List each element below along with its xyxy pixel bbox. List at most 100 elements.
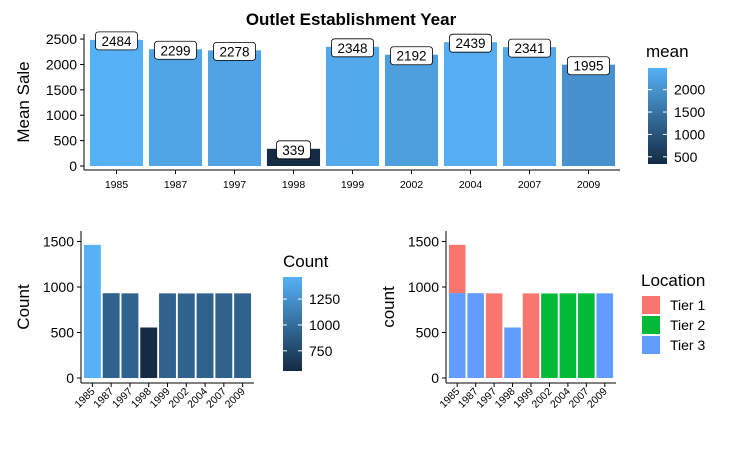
x-tick-1998: 1998 <box>282 179 306 191</box>
count-legend: Count 750 1000 1250 <box>283 252 340 371</box>
bar-1997-tier-1 <box>485 293 503 378</box>
bar-1987 <box>148 49 203 166</box>
x-tick-1987: 1987 <box>164 179 188 191</box>
mean-legend-colorbar <box>648 68 667 164</box>
bar-2004-tier-2 <box>559 293 577 378</box>
count-y-axis-title: Count <box>14 284 33 330</box>
mean-sale-bars <box>89 39 616 167</box>
y-tick-1000: 1000 <box>43 279 74 295</box>
data-label-box-2009 <box>567 56 610 76</box>
data-label-2009: 1995 <box>573 59 603 74</box>
bar-1999 <box>325 46 380 166</box>
data-label-1999: 2348 <box>337 41 367 56</box>
bar-2007 <box>502 47 557 166</box>
bar-2009-tier-3 <box>596 293 614 378</box>
data-label-box-1999 <box>331 38 374 58</box>
legend-label-tier-2: Tier 2 <box>670 317 705 333</box>
legend-tick-500: 500 <box>674 149 698 165</box>
bar-2007-tier-2 <box>578 293 595 378</box>
bar-2004 <box>196 293 214 378</box>
bar-2002-tier-2 <box>541 293 558 378</box>
bar-2002 <box>384 54 439 166</box>
legend-tick-2000: 2000 <box>674 82 705 98</box>
y-tick-0: 0 <box>69 158 77 174</box>
data-label-2002: 2192 <box>396 49 426 64</box>
x-tick-2007: 2007 <box>204 386 229 411</box>
x-tick-1999: 1999 <box>341 179 365 191</box>
data-label-box-1985 <box>95 31 138 51</box>
bar-2009 <box>234 293 252 378</box>
legend-tick-1250: 1250 <box>309 291 340 307</box>
x-tick-1997: 1997 <box>223 179 247 191</box>
data-label-box-2007 <box>508 38 551 58</box>
data-label-1985: 2484 <box>101 34 132 49</box>
legend-swatch-tier-3 <box>642 336 660 354</box>
y-tick-1000: 1000 <box>46 107 77 123</box>
data-label-box-1997 <box>213 41 256 61</box>
y-tick-0: 0 <box>431 370 439 386</box>
bar-2007 <box>215 293 233 378</box>
bar-1999-tier-1 <box>522 293 540 378</box>
bar-1985 <box>89 39 144 166</box>
legend-tick-750: 750 <box>309 343 333 359</box>
legend-tick-1000: 1000 <box>674 126 705 142</box>
bar-1987 <box>102 293 120 378</box>
bar-1997 <box>207 50 262 167</box>
mean-legend: mean 500 1000 1500 2000 <box>646 42 705 165</box>
x-tick-2009: 2009 <box>577 179 601 191</box>
mean-sale-chart: 2484 2299 2278 339 2348 2192 2439 2341 1995 0 500… <box>14 31 705 191</box>
bar-2004 <box>443 42 498 167</box>
location-count-y-axis-title: count <box>379 286 398 328</box>
x-tick-2004: 2004 <box>459 179 483 191</box>
x-tick-1999: 1999 <box>148 386 173 411</box>
legend-label-tier-1: Tier 1 <box>670 297 705 313</box>
y-tick-1000: 1000 <box>408 279 439 295</box>
y-tick-500: 500 <box>416 325 440 341</box>
x-tick-2009: 2009 <box>223 386 248 411</box>
mean-legend-ticks: 500 1000 1500 2000 <box>648 82 705 165</box>
count-legend-colorbar <box>283 277 302 371</box>
legend-swatch-tier-1 <box>642 296 660 314</box>
y-tick-2500: 2500 <box>46 31 77 47</box>
x-tick-1998: 1998 <box>129 386 154 411</box>
bar-1985-tier-3 <box>448 293 466 378</box>
count-legend-ticks: 750 1000 1250 <box>283 291 340 359</box>
y-tick-500: 500 <box>51 325 75 341</box>
bar-2002 <box>177 293 195 378</box>
data-label-box-2004 <box>449 33 492 53</box>
location-legend-items: Tier 1 Tier 2 Tier 3 <box>642 296 705 354</box>
data-label-2004: 2439 <box>455 36 485 51</box>
x-tick-2002: 2002 <box>400 179 424 191</box>
y-tick-1500: 1500 <box>43 234 74 250</box>
count-bars <box>83 244 252 378</box>
data-label-1997: 2278 <box>219 44 249 59</box>
location-count-y-ticks: 0 500 1000 1500 <box>408 234 446 386</box>
x-tick-2007: 2007 <box>518 179 542 191</box>
x-tick-1997: 1997 <box>110 386 135 411</box>
data-label-box-1987 <box>154 40 197 60</box>
bar-1987-tier-3 <box>467 293 484 378</box>
data-label-1987: 2299 <box>160 43 190 58</box>
y-tick-2000: 2000 <box>46 56 77 72</box>
location-legend-title: Location <box>641 271 705 290</box>
x-tick-2004: 2004 <box>185 386 210 411</box>
location-count-bars <box>448 244 614 378</box>
bar-1998 <box>140 327 158 378</box>
main-title: Outlet Establishment Year <box>246 10 457 29</box>
data-label-box-2002 <box>390 46 433 66</box>
data-label-box-1998 <box>276 140 311 160</box>
bar-1997 <box>121 293 139 378</box>
y-tick-1500: 1500 <box>408 234 439 250</box>
y-tick-500: 500 <box>54 133 78 149</box>
x-tick-1987: 1987 <box>91 386 116 411</box>
mean-sale-x-ticks: 1985 1987 1997 1998 1999 2002 2004 2007 2009 <box>105 170 601 191</box>
mean-sale-data-labels: 2484 2299 2278 339 2348 2192 2439 2341 1995 <box>95 31 610 160</box>
x-tick-1985: 1985 <box>73 386 98 411</box>
bar-1985-tier-1 <box>448 244 466 294</box>
legend-label-tier-3: Tier 3 <box>670 337 705 353</box>
x-tick-2002: 2002 <box>166 386 191 411</box>
